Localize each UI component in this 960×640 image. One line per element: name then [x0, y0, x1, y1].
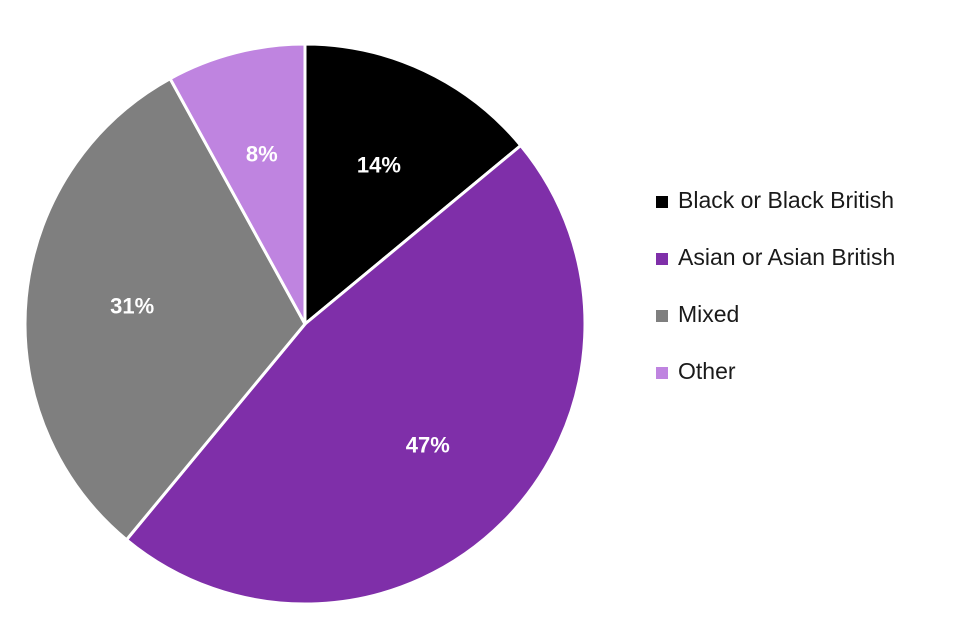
legend-swatch-mixed	[656, 310, 668, 322]
pie-slice-mixed	[23, 77, 307, 542]
data-label-mixed: 31%	[110, 293, 154, 318]
pie-slice-asian-or-asian-british	[125, 144, 587, 606]
pie-data-labels: 14% 47% 31% 8%	[110, 142, 450, 458]
legend-swatch-other	[656, 367, 668, 379]
pie-slices	[23, 42, 587, 606]
legend: Black or Black British Asian or Asian Bri…	[656, 187, 895, 384]
data-label-other: 8%	[246, 142, 278, 167]
data-label-black-or-black-british: 14%	[357, 153, 401, 178]
data-label-asian-or-asian-british: 47%	[406, 433, 450, 458]
legend-label-black-or-black-british: Black or Black British	[678, 187, 894, 213]
legend-label-other: Other	[678, 358, 736, 384]
pie-slice-black-or-black-british	[303, 42, 523, 326]
legend-label-mixed: Mixed	[678, 301, 739, 327]
legend-swatch-asian-or-asian-british	[656, 253, 668, 265]
pie-slice-other	[168, 42, 307, 326]
legend-label-asian-or-asian-british: Asian or Asian British	[678, 244, 895, 270]
legend-swatch-black-or-black-british	[656, 196, 668, 208]
